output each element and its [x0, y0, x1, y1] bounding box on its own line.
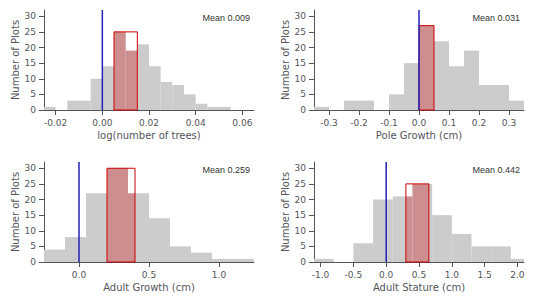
- svg-text:Pole Growth (cm): Pole Growth (cm): [376, 130, 462, 141]
- svg-text:-0.2: -0.2: [350, 118, 368, 128]
- svg-text:25: 25: [25, 179, 36, 189]
- svg-text:Number of Plots: Number of Plots: [280, 20, 291, 100]
- svg-text:5: 5: [300, 241, 306, 251]
- svg-text:0.5: 0.5: [412, 270, 426, 280]
- svg-text:10: 10: [25, 74, 37, 84]
- svg-text:25: 25: [25, 27, 36, 37]
- svg-text:25: 25: [295, 27, 306, 37]
- svg-text:20: 20: [25, 43, 37, 53]
- svg-text:30: 30: [295, 163, 307, 173]
- svg-text:-0.3: -0.3: [320, 118, 338, 128]
- svg-text:5: 5: [30, 89, 36, 99]
- svg-text:0: 0: [30, 257, 36, 267]
- svg-text:30: 30: [25, 163, 37, 173]
- svg-text:20: 20: [295, 43, 307, 53]
- svg-text:0.0: 0.0: [412, 118, 427, 128]
- svg-text:5: 5: [300, 89, 306, 99]
- svg-text:0: 0: [30, 105, 36, 115]
- svg-text:1.0: 1.0: [212, 270, 227, 280]
- svg-text:15: 15: [295, 58, 306, 68]
- svg-text:30: 30: [25, 11, 37, 21]
- svg-text:-1.0: -1.0: [312, 270, 330, 280]
- svg-text:30: 30: [295, 11, 307, 21]
- svg-text:15: 15: [295, 210, 306, 220]
- svg-text:0.00: 0.00: [92, 118, 112, 128]
- svg-text:Adult Stature (cm): Adult Stature (cm): [373, 282, 465, 293]
- svg-text:15: 15: [25, 58, 36, 68]
- svg-text:0.5: 0.5: [142, 270, 156, 280]
- svg-text:0: 0: [300, 257, 306, 267]
- svg-text:20: 20: [295, 195, 307, 205]
- svg-text:Mean 0.259: Mean 0.259: [202, 165, 250, 175]
- svg-text:-0.1: -0.1: [380, 118, 398, 128]
- svg-text:20: 20: [25, 195, 37, 205]
- svg-text:Mean 0.009: Mean 0.009: [202, 13, 250, 23]
- svg-text:0.02: 0.02: [139, 118, 159, 128]
- svg-text:5: 5: [30, 241, 36, 251]
- svg-text:0.06: 0.06: [232, 118, 252, 128]
- svg-text:0.0: 0.0: [72, 270, 87, 280]
- svg-text:Mean 0.442: Mean 0.442: [472, 165, 520, 175]
- svg-text:-0.02: -0.02: [44, 118, 67, 128]
- svg-text:Number of Plots: Number of Plots: [10, 20, 21, 100]
- svg-text:Mean 0.031: Mean 0.031: [472, 13, 520, 23]
- svg-text:1.0: 1.0: [445, 270, 460, 280]
- svg-text:Number of Plots: Number of Plots: [280, 172, 291, 252]
- svg-text:10: 10: [295, 74, 307, 84]
- svg-text:0.3: 0.3: [502, 118, 516, 128]
- svg-text:10: 10: [295, 226, 307, 236]
- svg-text:0.1: 0.1: [442, 118, 456, 128]
- svg-text:10: 10: [25, 226, 37, 236]
- svg-text:0: 0: [300, 105, 306, 115]
- svg-text:0.2: 0.2: [472, 118, 486, 128]
- svg-text:0.0: 0.0: [379, 270, 394, 280]
- svg-text:-0.5: -0.5: [345, 270, 363, 280]
- svg-text:log(number of trees): log(number of trees): [97, 130, 200, 141]
- svg-text:15: 15: [25, 210, 36, 220]
- svg-text:0.04: 0.04: [186, 118, 206, 128]
- svg-text:Number of Plots: Number of Plots: [10, 172, 21, 252]
- svg-text:Adult Growth (cm): Adult Growth (cm): [103, 282, 195, 293]
- svg-text:2.0: 2.0: [510, 270, 525, 280]
- svg-text:25: 25: [295, 179, 306, 189]
- svg-text:1.5: 1.5: [477, 270, 491, 280]
